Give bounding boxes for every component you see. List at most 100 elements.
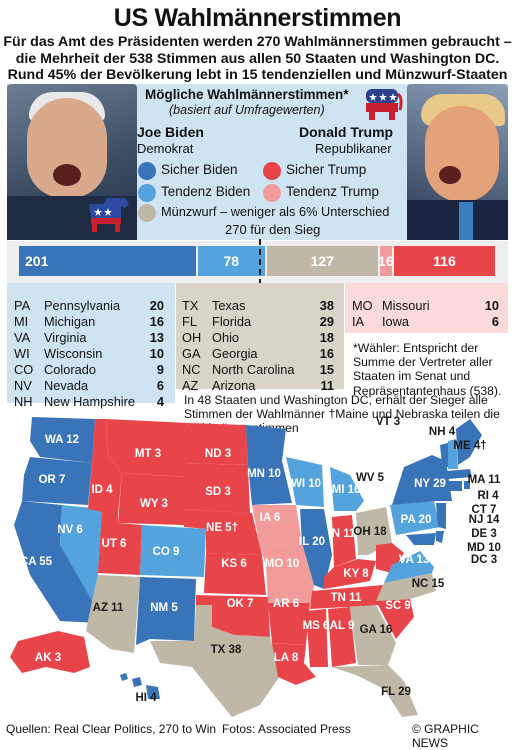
state-abbr: PA	[14, 298, 31, 313]
map-label-mn: MN 10	[247, 468, 281, 480]
tossup-list-bg	[176, 283, 344, 389]
state-az	[86, 575, 140, 653]
state-name: Ohio	[212, 330, 240, 345]
map-label-tn: TN 11	[331, 592, 362, 604]
state-tn	[310, 585, 384, 609]
map-label-ia: IA 6	[260, 512, 281, 524]
state-nc	[376, 573, 436, 601]
legend-safe-trump-swatch	[263, 162, 281, 180]
map-label-la: LA 8	[274, 652, 299, 664]
footer-sources: Quellen: Real Clear Politics, 270 to Win	[6, 722, 217, 736]
state-row: MI Michigan 16	[14, 314, 164, 329]
bar-segment-lean-biden: 78	[197, 246, 265, 276]
state-il	[300, 509, 332, 589]
map-label-ms: MS 6	[303, 620, 330, 632]
state-abbr: NC	[182, 362, 201, 377]
state-abbr: WI	[14, 346, 30, 361]
map-label-ks: KS 6	[221, 558, 247, 570]
state-pa	[390, 501, 440, 535]
state-abbr: MI	[14, 314, 29, 329]
win-threshold-label: 270 für den Sieg	[225, 222, 321, 237]
state-name: Nevada	[44, 378, 89, 393]
state-de	[436, 531, 444, 543]
state-votes: 15	[319, 362, 334, 377]
state-row: VA Virginia 13	[14, 330, 164, 345]
state-name: Florida	[212, 314, 252, 329]
note-voters: *Wähler: Entspricht der Summe der Vertre…	[353, 341, 502, 398]
map-label-ma: MA 11	[468, 474, 501, 486]
state-nj	[436, 503, 446, 529]
bar-segment-lean-trump: 16	[378, 246, 394, 276]
state-me	[456, 419, 482, 465]
footer-photos: Fotos: Associated Press	[222, 722, 351, 736]
map-label-wi: WI 10	[291, 478, 321, 490]
map-label-wy: WY 3	[140, 498, 168, 510]
win-threshold-line	[258, 239, 261, 285]
state-name: Pennsylvania	[44, 298, 121, 313]
map-label-co: CO 9	[153, 546, 180, 558]
legend-safe-biden: Sicher Biden	[161, 162, 238, 177]
panel-heading: Mögliche Wahlmännerstimmen*	[145, 87, 349, 102]
biden-name: Joe Biden	[137, 124, 204, 140]
state-abbr: NH	[14, 394, 33, 409]
state-ca	[14, 501, 100, 623]
map-label-mo: MO 10	[265, 558, 300, 570]
map-label-me: ME 4†	[453, 440, 486, 452]
footer: Quellen: Real Clear Politics, 270 to Win…	[0, 720, 515, 750]
state-row: MO Missouri 10	[352, 298, 499, 313]
state-tx	[150, 605, 282, 717]
biden-party: Demokrat	[137, 141, 194, 156]
state-id	[88, 419, 122, 515]
map-label-wa: WA 12	[45, 434, 79, 446]
state-hi-2	[132, 677, 142, 687]
state-hi-1	[120, 673, 128, 681]
trump-name: Donald Trump	[299, 124, 394, 140]
map-label-ri: RI 4	[477, 490, 499, 502]
map-label-nv: NV 6	[57, 524, 83, 536]
map-label-ok: OK 7	[227, 598, 254, 610]
map-label-mi: MI 16	[332, 484, 361, 496]
subtitle-line-2: die Mehrheit der 538 Stimmen aus allen 5…	[15, 51, 500, 67]
bar-segment-safe-biden: 201	[19, 246, 196, 276]
lean-biden-list-bg	[7, 283, 175, 403]
gop-elephant-icon	[366, 89, 403, 120]
state-row: GA Georgia 16	[182, 346, 334, 361]
state-votes: 9	[156, 362, 164, 377]
map-label-oh: OH 18	[353, 526, 387, 538]
state-sd	[184, 463, 250, 513]
map-label-nd: ND 3	[205, 448, 231, 460]
state-row: WI Wisconsin 10	[14, 346, 164, 361]
map-label-ne: NE 5†	[206, 522, 238, 534]
legend-lean-trump: Tendenz Trump	[286, 184, 380, 199]
state-wi	[286, 457, 324, 507]
state-ar	[268, 603, 310, 645]
state-abbr: VA	[14, 330, 31, 345]
subtitle-line-3: Rund 45% der Bevölkerung lebt in 15 tend…	[7, 67, 508, 83]
map-label-mt: MT 3	[135, 448, 161, 460]
state-ct	[446, 481, 462, 491]
map-label-de: DE 3	[471, 528, 497, 540]
map-label-pa: PA 20	[401, 514, 432, 526]
map-label-ak: AK 3	[35, 652, 61, 664]
map-label-va: VA 13	[399, 554, 430, 566]
democrat-donkey-icon	[89, 198, 129, 232]
state-co	[140, 525, 206, 577]
state-fl	[332, 665, 418, 717]
map-label-ar: AR 6	[273, 598, 299, 610]
state-abbr: GA	[182, 346, 201, 361]
state-abbr: MO	[352, 298, 373, 313]
lean-trump-list-bg	[345, 283, 508, 333]
map-label-sc: SC 9	[385, 600, 411, 612]
map-label-id: ID 4	[91, 484, 113, 496]
state-nd	[186, 423, 248, 465]
state-votes: 4	[156, 394, 164, 409]
state-sc	[376, 599, 414, 639]
state-abbr: NV	[14, 378, 32, 393]
map-label-nc: NC 15	[412, 578, 445, 590]
candidate-panel: Mögliche Wahlmännerstimmen* (basiert auf…	[7, 84, 508, 240]
state-ks	[204, 553, 266, 595]
map-label-hi: HI 4	[135, 692, 157, 704]
state-nv	[60, 505, 102, 601]
state-ny	[392, 455, 452, 505]
state-name: Michigan	[44, 314, 96, 329]
